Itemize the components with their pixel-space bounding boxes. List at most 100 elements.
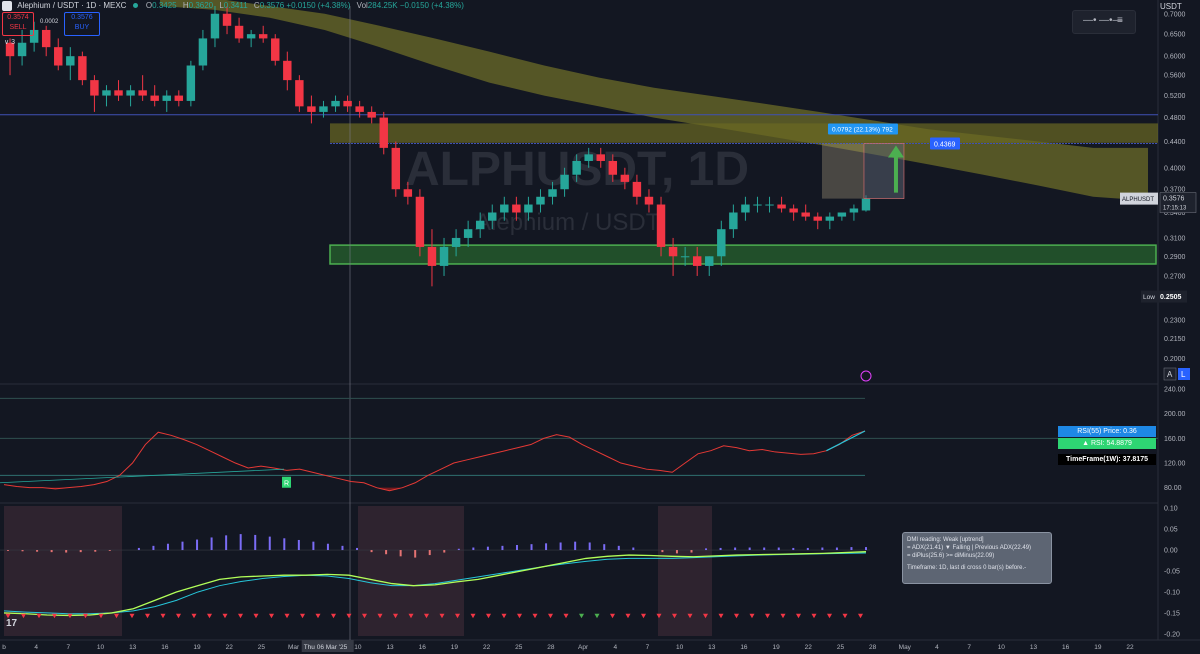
time-tick-label: 10 bbox=[998, 644, 1006, 651]
macd-line bbox=[3, 551, 867, 617]
candle-body bbox=[355, 106, 364, 112]
candle-body bbox=[692, 256, 702, 266]
dmi-signal-marker bbox=[253, 613, 259, 619]
candle-body bbox=[114, 90, 123, 96]
time-tick-label: 25 bbox=[837, 644, 845, 651]
candle bbox=[717, 220, 726, 266]
candle-body bbox=[367, 111, 376, 118]
dmi-signal-marker bbox=[703, 613, 708, 619]
price-tick-label: 0.6000 bbox=[1164, 54, 1186, 61]
candle bbox=[427, 229, 437, 287]
candle-body bbox=[620, 174, 630, 182]
candle-body bbox=[512, 204, 521, 213]
candle bbox=[656, 196, 666, 257]
candle bbox=[837, 212, 847, 221]
candle bbox=[451, 229, 461, 257]
candle-body bbox=[451, 237, 461, 247]
dmi-signal-marker bbox=[331, 613, 336, 619]
time-tick-label: 7 bbox=[646, 644, 650, 651]
candle-body bbox=[524, 204, 533, 213]
rsi-marker: R bbox=[284, 481, 289, 488]
price-tick-label: 0.4800 bbox=[1164, 115, 1186, 122]
candle bbox=[729, 204, 738, 238]
candle bbox=[307, 95, 316, 124]
candle-body bbox=[415, 196, 425, 247]
dmi-signal-marker bbox=[238, 613, 243, 619]
candle bbox=[90, 75, 99, 112]
fib-tool-icon[interactable]: ≡ bbox=[1117, 15, 1123, 26]
dmi-signal-marker bbox=[424, 613, 429, 619]
candle-body bbox=[427, 246, 437, 266]
candle-body bbox=[186, 65, 196, 101]
candle-body bbox=[644, 196, 654, 205]
indicator-toggle[interactable]: ∨ 3 bbox=[4, 39, 15, 46]
candle bbox=[295, 75, 304, 112]
candle-body bbox=[632, 181, 642, 197]
candle bbox=[825, 212, 835, 230]
time-tick-label: 22 bbox=[483, 644, 491, 651]
candle-body bbox=[17, 42, 27, 57]
sell-button[interactable]: 0.3574 SELL bbox=[2, 12, 34, 36]
candle bbox=[367, 106, 376, 124]
dmi-signal-marker bbox=[207, 613, 212, 619]
low-value: 0.3411 bbox=[223, 1, 248, 10]
dmi-info-box: DMI reading: Weak [uptrend] = ADX(21.41)… bbox=[902, 532, 1052, 584]
auto-scale-button bbox=[1163, 367, 1177, 381]
dmi-signal-marker bbox=[5, 613, 11, 619]
time-tick-label: 13 bbox=[1030, 644, 1038, 651]
candle bbox=[234, 17, 244, 43]
tradingview-logo-icon[interactable]: 17 bbox=[6, 618, 18, 629]
candle-body bbox=[403, 189, 413, 197]
dmi-signal-marker bbox=[548, 613, 553, 619]
candle bbox=[403, 181, 413, 205]
log-scale-label: L bbox=[1181, 370, 1186, 379]
candle-body bbox=[500, 204, 509, 213]
time-tick-label: 7 bbox=[967, 644, 971, 651]
ray-tool-icon[interactable]: —•— bbox=[1099, 15, 1123, 26]
dmi-tick-label: -0.10 bbox=[1164, 589, 1180, 596]
candle bbox=[584, 147, 593, 168]
candle bbox=[692, 246, 702, 276]
candle bbox=[849, 204, 859, 221]
horizontal-line-tool-icon[interactable]: —• bbox=[1083, 15, 1097, 26]
price-tick-label: 0.2150 bbox=[1164, 336, 1186, 343]
buy-button[interactable]: 0.3576 BUY bbox=[64, 12, 100, 36]
candle bbox=[379, 111, 388, 155]
candle-body bbox=[126, 90, 135, 96]
candle bbox=[391, 141, 401, 197]
candle-body bbox=[596, 154, 605, 161]
rsi-value-box: ▲ RSI: 54.8879 bbox=[1058, 438, 1156, 449]
dmi-signal-marker bbox=[594, 613, 600, 619]
currency-selector[interactable]: USDT bbox=[1160, 2, 1182, 11]
dmi-signal-marker bbox=[501, 613, 507, 619]
time-tick-label: 22 bbox=[1126, 644, 1134, 651]
dmi-signal-marker bbox=[21, 613, 26, 619]
high-value: 0.3620 bbox=[188, 1, 214, 10]
symbol-title[interactable]: Alephium / USDT · 1D · MEXC bbox=[17, 1, 127, 10]
chart-header: Alephium / USDT · 1D · MEXC O0.3425 H0.3… bbox=[0, 0, 464, 12]
candle-body bbox=[379, 117, 388, 148]
dmi-signal-marker bbox=[393, 613, 398, 619]
dmi-signal-marker bbox=[98, 613, 104, 619]
candle-body bbox=[283, 60, 292, 81]
dmi-signal-marker bbox=[315, 613, 321, 619]
low-tag-value: 0.2505 bbox=[1160, 294, 1182, 301]
candle bbox=[162, 90, 171, 112]
spread-value: 0.0002 bbox=[40, 19, 59, 25]
candle bbox=[102, 85, 111, 107]
candle-body bbox=[765, 204, 774, 206]
time-tick-label: 10 bbox=[97, 644, 105, 651]
candle-body bbox=[391, 147, 401, 190]
dmi-signal-marker bbox=[114, 613, 119, 619]
price-tick-label: 0.3700 bbox=[1164, 187, 1186, 194]
dmi-signal-marker bbox=[625, 613, 631, 619]
candle bbox=[66, 47, 75, 81]
time-tick-label: 4 bbox=[613, 644, 617, 651]
candle-body bbox=[222, 13, 232, 26]
candle-body bbox=[849, 208, 859, 213]
dmi-signal-marker bbox=[563, 613, 569, 619]
dmi-tick-label: 0.05 bbox=[1164, 527, 1178, 534]
candle-body bbox=[560, 174, 569, 190]
support-zone bbox=[329, 244, 1157, 265]
